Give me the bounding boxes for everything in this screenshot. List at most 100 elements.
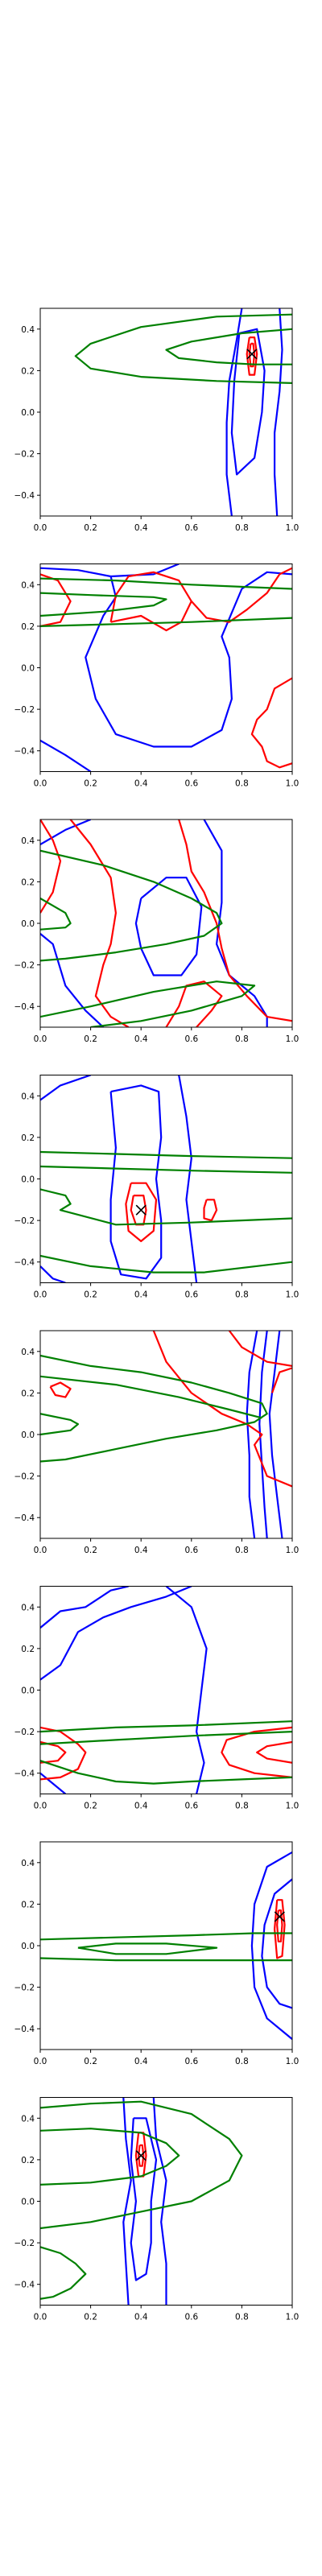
y-tick-label: 0.0 xyxy=(21,919,35,929)
x-tick-label: 0.6 xyxy=(184,1802,198,1811)
x-tick-label: 0.2 xyxy=(84,779,97,789)
green-contour-line xyxy=(40,1188,292,1226)
red-contour-line xyxy=(203,1199,218,1222)
blue-contour-line xyxy=(152,2097,167,2306)
x-tick-label: 0.2 xyxy=(84,1290,97,1300)
y-tick-label: 0.4 xyxy=(21,1348,35,1357)
x-tick-label: 1.0 xyxy=(286,1034,299,1044)
x-tick-label: 0.6 xyxy=(184,779,198,789)
red-contour-line xyxy=(134,2132,147,2178)
x-tick-label: 0.4 xyxy=(134,1290,148,1300)
green-contour-line xyxy=(165,328,292,365)
y-tick-label: 0.2 xyxy=(21,1133,35,1143)
blue-contour-line xyxy=(165,1586,208,1794)
axes-frame xyxy=(39,1075,293,1283)
panel-4: 0.0 0.2 0.4 0.6 0.8 1.0 0.4 0.2 0.0 −0.2 −0.4 xyxy=(14,1075,299,1300)
x-tick-label: 1.0 xyxy=(286,1546,299,1555)
blue-contour-line xyxy=(178,1075,198,1283)
x-tick-label: 0.2 xyxy=(84,1034,97,1044)
panel-3: 0.0 0.2 0.4 0.6 0.8 1.0 0.4 0.2 0.0 −0.2 −0.4 xyxy=(14,819,299,1044)
red-contour-line xyxy=(40,1740,67,1764)
red-contour-line xyxy=(178,819,292,1022)
x-tick-label: 0.4 xyxy=(134,1034,148,1044)
blue-contour-line xyxy=(268,1331,283,1538)
y-tick-label: 0.4 xyxy=(21,580,35,590)
contour-group xyxy=(74,308,292,516)
x-tick-label: 0.8 xyxy=(235,1802,249,1811)
y-tick-label: −0.4 xyxy=(14,1513,35,1523)
x-tick-label: 0.2 xyxy=(84,2313,97,2322)
y-tick-label: 0.2 xyxy=(21,877,35,887)
panel-7: 0.0 0.2 0.4 0.6 0.8 1.0 0.4 0.2 0.0 −0.2 −0.4 xyxy=(14,1841,299,2066)
x-tick-label: 0.0 xyxy=(34,1290,47,1300)
x-tick-label: 0.4 xyxy=(134,779,148,789)
red-contour-line xyxy=(276,1909,283,1942)
blue-contour-line xyxy=(40,819,92,845)
red-contour-line xyxy=(109,567,292,623)
y-tick-label: −0.2 xyxy=(14,1728,35,1737)
blue-contour-line xyxy=(246,1331,258,1538)
green-contour-line xyxy=(40,849,223,962)
y-tick-label: −0.2 xyxy=(14,705,35,715)
green-contour-line xyxy=(40,1731,292,1745)
x-tick-label: 0.8 xyxy=(235,1546,249,1555)
x-tick-label: 0.8 xyxy=(235,2057,249,2066)
contour-group xyxy=(40,819,292,1027)
green-contour-line xyxy=(40,2128,180,2186)
red-contour-line xyxy=(228,1331,292,1367)
x-tick-label: 0.4 xyxy=(134,523,148,533)
x-tick-label: 0.0 xyxy=(34,523,47,533)
x-marker xyxy=(135,2150,147,2161)
x-tick-label: 1.0 xyxy=(286,523,299,533)
y-tick-label: 0.4 xyxy=(21,1859,35,1868)
blue-contour-line xyxy=(203,819,268,1027)
green-contour-line xyxy=(77,1942,218,1955)
green-contour-line xyxy=(40,1375,262,1419)
x-tick-label: 0.8 xyxy=(235,523,249,533)
blue-contour-line xyxy=(109,1084,163,1280)
y-tick-label: 0.0 xyxy=(21,2198,35,2207)
x-marker xyxy=(135,1204,147,1216)
red-contour-line xyxy=(250,677,292,769)
y-tick-label: 0.2 xyxy=(21,622,35,632)
y-tick-label: −0.4 xyxy=(14,1769,35,1779)
green-contour-line xyxy=(40,2246,87,2300)
x-tick-label: 0.8 xyxy=(235,1290,249,1300)
x-tick-label: 0.0 xyxy=(34,2057,47,2066)
blue-contour-line xyxy=(40,739,92,772)
green-contour-line xyxy=(74,313,292,384)
green-contour-line xyxy=(40,1957,292,1962)
x-tick-label: 0.0 xyxy=(34,1546,47,1555)
red-contour-line xyxy=(270,1367,292,1393)
y-tick-label: −0.4 xyxy=(14,1002,35,1012)
panel-2: 0.0 0.2 0.4 0.6 0.8 1.0 0.4 0.2 0.0 −0.2 −0.4 xyxy=(14,564,299,789)
blue-contour-line xyxy=(258,1331,268,1538)
y-tick-label: 0.0 xyxy=(21,1430,35,1440)
y-tick-label: 0.4 xyxy=(21,1092,35,1101)
y-tick-label: 0.4 xyxy=(21,2114,35,2124)
x-tick-label: 0.4 xyxy=(134,2057,148,2066)
contour-group xyxy=(40,1075,292,1283)
panel-8: 0.0 0.2 0.4 0.6 0.8 1.0 0.4 0.2 0.0 −0.2 −0.4 xyxy=(14,2097,299,2322)
green-contour-line xyxy=(40,1760,292,1785)
green-contour-line xyxy=(40,577,292,590)
x-tick-label: 1.0 xyxy=(286,1290,299,1300)
blue-contour-line xyxy=(130,2117,158,2281)
green-contour-line xyxy=(40,2100,243,2230)
x-tick-label: 0.8 xyxy=(235,2313,249,2322)
x-tick-label: 0.2 xyxy=(84,523,97,533)
contour-group xyxy=(40,1331,292,1538)
red-contour-line xyxy=(248,342,256,368)
x-tick-label: 1.0 xyxy=(286,779,299,789)
red-contour-line xyxy=(274,1899,286,1959)
y-tick-label: −0.2 xyxy=(14,450,35,460)
y-tick-label: 0.4 xyxy=(21,836,35,846)
y-tick-label: −0.4 xyxy=(14,1258,35,1268)
red-contour-line xyxy=(69,819,130,1027)
red-contour-line xyxy=(256,1740,292,1764)
y-tick-label: 0.2 xyxy=(21,1900,35,1909)
y-tick-label: −0.2 xyxy=(14,1984,35,1993)
y-tick-label: 0.2 xyxy=(21,366,35,376)
green-contour-line xyxy=(40,1150,292,1159)
